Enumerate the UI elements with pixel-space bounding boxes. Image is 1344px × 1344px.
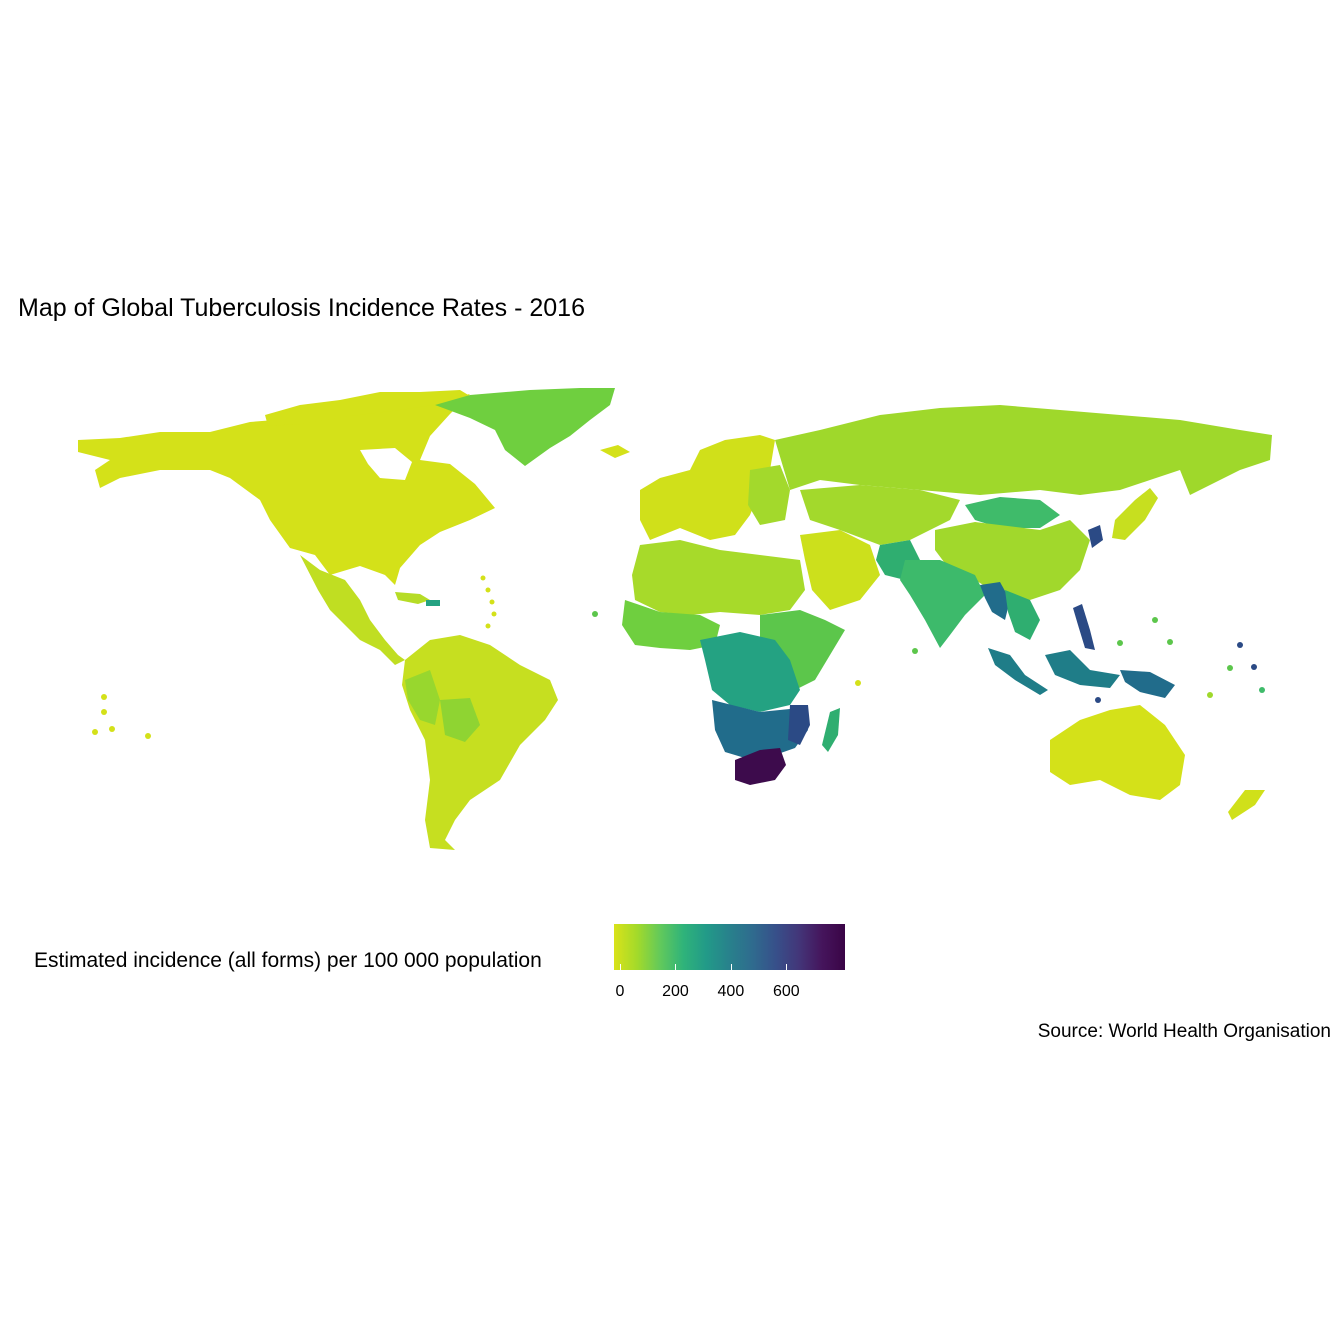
region-haiti xyxy=(426,600,440,606)
legend-tick-label: 200 xyxy=(662,983,689,1000)
region-peru xyxy=(405,670,440,725)
island-dot xyxy=(1259,687,1265,693)
region-arctic-islands xyxy=(265,390,470,426)
island-dot xyxy=(855,680,861,686)
region-southern-africa xyxy=(712,700,808,758)
region-china xyxy=(935,520,1090,600)
legend-tick-label: 400 xyxy=(717,983,745,1000)
island-dot xyxy=(1207,692,1213,698)
island-dot xyxy=(480,575,486,581)
region-australia xyxy=(1050,705,1185,800)
region-central-africa xyxy=(700,632,800,712)
region-indonesia xyxy=(988,648,1048,695)
region-mongolia xyxy=(965,497,1060,528)
island-dot xyxy=(485,587,491,593)
map-title: Map of Global Tuberculosis Incidence Rat… xyxy=(18,294,585,322)
region-north-korea xyxy=(1088,525,1103,548)
region-southeast-asia xyxy=(1005,590,1040,640)
region-north-africa xyxy=(632,540,805,615)
region-madagascar xyxy=(822,708,840,752)
region-eastern-europe xyxy=(748,465,790,525)
region-middle-east xyxy=(800,530,880,610)
region-iceland xyxy=(600,445,630,458)
region-west-africa xyxy=(622,600,720,650)
island-dot xyxy=(145,733,151,739)
region-russia xyxy=(775,405,1272,495)
region-new-zealand xyxy=(1228,790,1265,820)
region-north-america xyxy=(78,394,495,585)
island-dot xyxy=(1237,642,1243,648)
region-mozambique xyxy=(788,705,810,745)
island-dot xyxy=(101,694,107,700)
region-indonesia-east xyxy=(1045,650,1120,688)
region-bolivia xyxy=(440,698,480,742)
island-dot xyxy=(1227,665,1233,671)
island-dot xyxy=(491,611,497,617)
region-philippines xyxy=(1073,604,1095,650)
region-central-asia xyxy=(800,485,960,545)
legend-color-bar xyxy=(614,924,845,970)
legend-tick-label: 600 xyxy=(772,983,800,1000)
region-central-america xyxy=(300,555,405,665)
region-greenland xyxy=(435,388,615,466)
legend-tick-mark xyxy=(675,964,677,970)
island-dot xyxy=(912,648,918,654)
legend-tick-mark xyxy=(620,964,621,970)
island-dot xyxy=(1117,640,1123,646)
island-dot xyxy=(1167,639,1173,645)
island-dot xyxy=(489,599,495,605)
region-myanmar xyxy=(980,582,1010,620)
island-dot xyxy=(592,611,598,617)
island-dot xyxy=(1095,697,1101,703)
legend-tick-label: 0 xyxy=(615,983,625,1000)
region-western-europe xyxy=(640,435,775,540)
legend-tick-mark xyxy=(730,964,732,970)
island-dot xyxy=(109,726,115,732)
island-dot xyxy=(485,623,491,629)
legend-title: Estimated incidence (all forms) per 100 … xyxy=(34,949,542,972)
region-caribbean xyxy=(395,592,430,604)
island-dot xyxy=(92,729,98,735)
region-india xyxy=(900,560,985,648)
region-hudson-bay xyxy=(360,448,412,480)
source-caption: Source: World Health Organisation xyxy=(1037,1021,1331,1042)
region-south-america xyxy=(402,635,558,850)
legend-tick-mark xyxy=(786,964,788,970)
island-dot xyxy=(101,709,107,715)
region-south-africa xyxy=(735,748,786,785)
island-dot xyxy=(1251,664,1257,670)
region-japan xyxy=(1112,488,1158,540)
region-png xyxy=(1120,670,1175,698)
island-dot xyxy=(1152,617,1158,623)
